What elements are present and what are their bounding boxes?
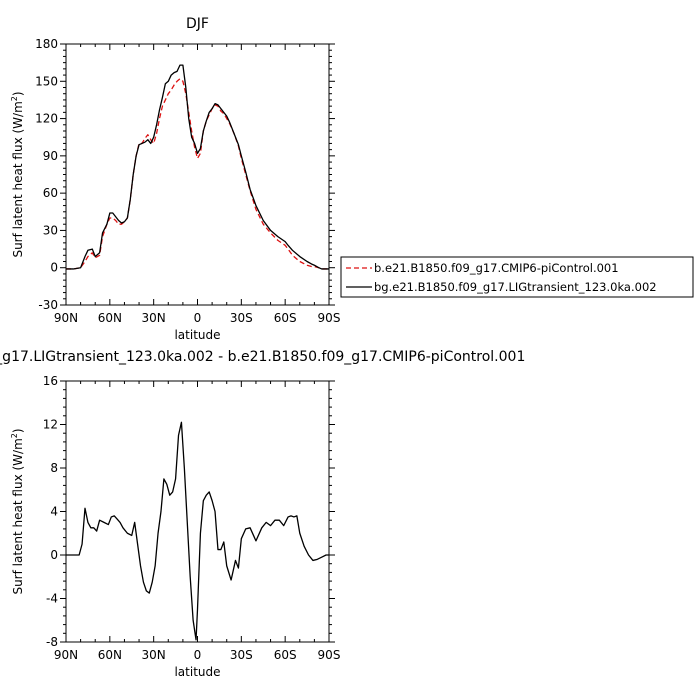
chart-title: bg.e21.B1850.f09_g17.LIGtransient_123.0k… bbox=[0, 349, 525, 365]
x-tick-label: 30N bbox=[142, 648, 166, 662]
x-tick-label: 90S bbox=[318, 648, 341, 662]
legend-box bbox=[340, 256, 694, 298]
plot-frame bbox=[65, 43, 330, 306]
x-tick-label: 0 bbox=[194, 311, 202, 325]
x-axis-label: latitude bbox=[174, 665, 220, 679]
y-axis-label: Surf latent heat flux (W/m2) bbox=[10, 91, 25, 257]
x-tick-label: 90S bbox=[318, 311, 341, 325]
series-line-1 bbox=[66, 78, 329, 270]
y-tick-label: 60 bbox=[43, 186, 58, 200]
series-line-2 bbox=[66, 64, 329, 270]
x-tick-label: 60S bbox=[274, 311, 297, 325]
x-tick-label: 0 bbox=[194, 648, 202, 662]
panel-bottom: 90N 60N 30N 0 30S 60S 90S -8 -4 0 4 8 12 16 bg.e21.B18… bbox=[0, 349, 525, 679]
y-tick-label: 180 bbox=[35, 37, 58, 51]
x-tick-label: 30S bbox=[230, 311, 253, 325]
y-tick-label: 4 bbox=[50, 505, 58, 519]
x-tick-label: 60S bbox=[274, 648, 297, 662]
y-tick-label: 12 bbox=[43, 418, 58, 432]
x-tick-label: 60N bbox=[98, 648, 122, 662]
x-axis-label: latitude bbox=[174, 328, 220, 342]
legend: b.e21.B1850.f09_g17.CMIP6-piControl.001b… bbox=[340, 256, 694, 298]
y-tick-label: -4 bbox=[46, 592, 58, 606]
y-tick-label: 0 bbox=[50, 261, 58, 275]
x-tick-label: 60N bbox=[98, 311, 122, 325]
x-tick-label: 90N bbox=[54, 648, 78, 662]
y-tick-label: 120 bbox=[35, 112, 58, 126]
panel-top: 90N 60N 30N 0 30S 60S 90S -30 0 30 60 90 120 150 180 DJ… bbox=[10, 16, 340, 342]
y-tick-label: 16 bbox=[43, 374, 58, 388]
x-tick-label: 30N bbox=[142, 311, 166, 325]
y-tick-label: 90 bbox=[43, 149, 58, 163]
series-line-1 bbox=[66, 421, 329, 641]
y-tick-label: -8 bbox=[46, 635, 58, 649]
y-tick-label: 150 bbox=[35, 74, 58, 88]
x-tick-label: 30S bbox=[230, 648, 253, 662]
y-tick-label: 8 bbox=[50, 461, 58, 475]
y-axis-label: Surf latent heat flux (W/m2) bbox=[10, 428, 25, 594]
legend-label: b.e21.B1850.f09_g17.CMIP6-piControl.001 bbox=[374, 261, 619, 275]
y-tick-label: 30 bbox=[43, 223, 58, 237]
y-tick-label: -30 bbox=[38, 298, 58, 312]
y-tick-label: 0 bbox=[50, 548, 58, 562]
chart-title: DJF bbox=[186, 16, 209, 32]
x-tick-label: 90N bbox=[54, 311, 78, 325]
legend-label: bg.e21.B1850.f09_g17.LIGtransient_123.0k… bbox=[374, 280, 657, 294]
